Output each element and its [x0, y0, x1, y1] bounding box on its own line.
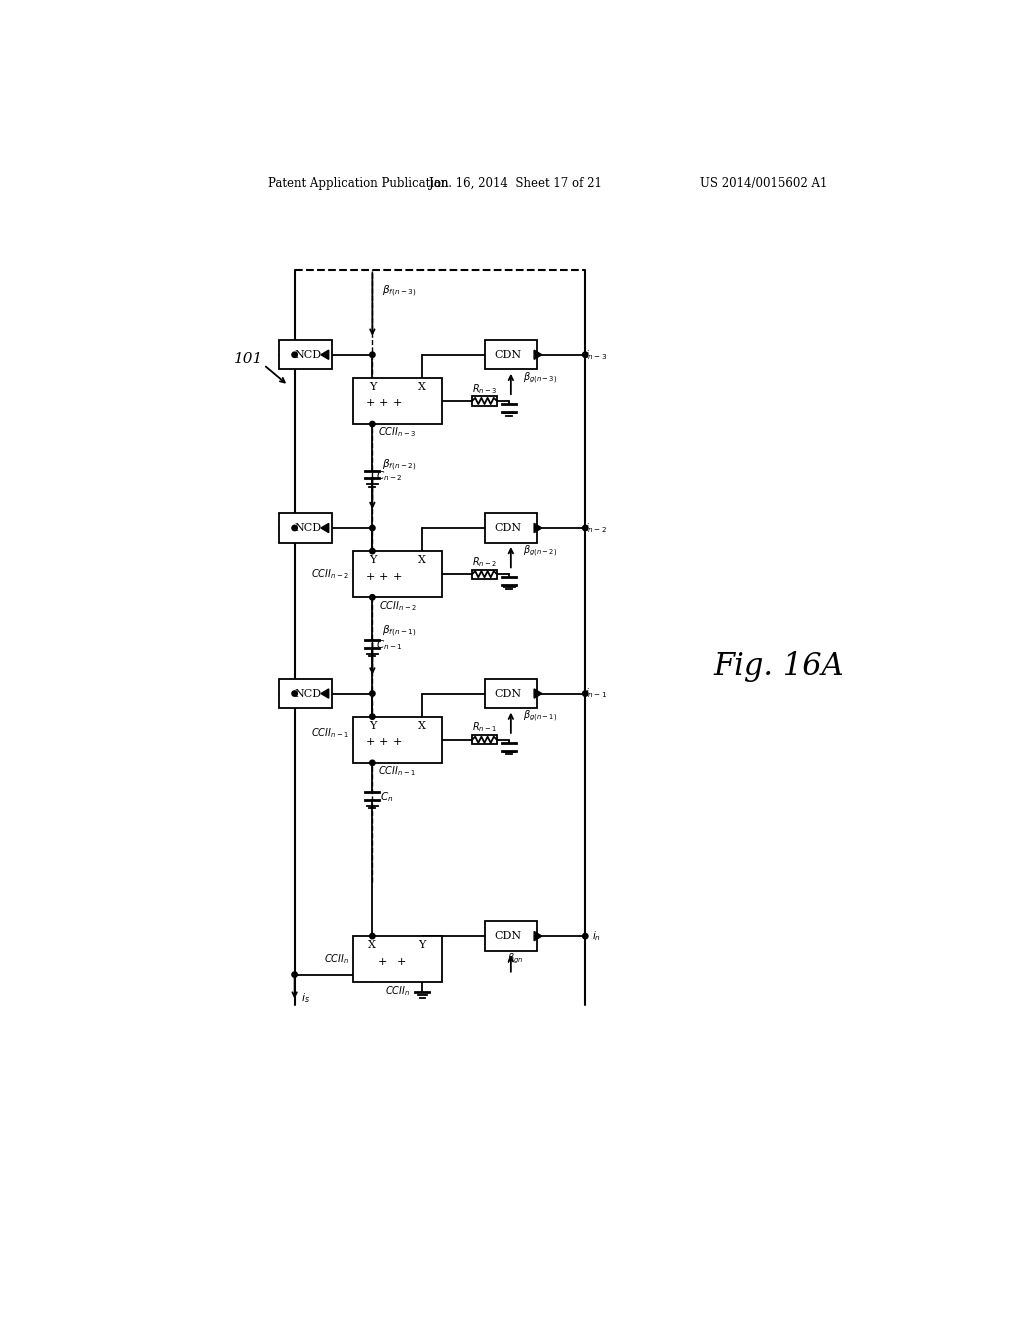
Text: +: +: [378, 957, 387, 966]
Text: US 2014/0015602 A1: US 2014/0015602 A1: [699, 177, 827, 190]
Text: +: +: [379, 572, 389, 582]
Text: $i_{n-3}$: $i_{n-3}$: [585, 348, 607, 362]
Circle shape: [583, 933, 588, 939]
Text: $C_n$: $C_n$: [380, 791, 393, 804]
Circle shape: [583, 352, 588, 358]
Text: Fig. 16A: Fig. 16A: [714, 651, 845, 682]
Circle shape: [370, 690, 375, 696]
Text: CDN: CDN: [495, 350, 521, 360]
Text: $CCII_{n-1}$: $CCII_{n-1}$: [311, 727, 349, 741]
Circle shape: [370, 933, 375, 939]
Circle shape: [370, 548, 375, 554]
Bar: [352, 552, 442, 598]
Text: $CCII_{n-2}$: $CCII_{n-2}$: [379, 599, 416, 612]
Text: Y: Y: [369, 556, 376, 565]
Circle shape: [292, 352, 297, 358]
Circle shape: [370, 352, 375, 358]
Bar: [352, 936, 442, 982]
Text: $C_{n-2}$: $C_{n-2}$: [376, 469, 402, 483]
Circle shape: [370, 525, 375, 531]
Text: X: X: [419, 556, 426, 565]
Text: +: +: [366, 399, 375, 408]
Polygon shape: [535, 524, 542, 533]
Bar: [280, 678, 332, 708]
Text: $\beta_{gn}$: $\beta_{gn}$: [507, 952, 523, 966]
Text: +: +: [397, 957, 407, 966]
Bar: [472, 396, 497, 405]
Circle shape: [370, 714, 375, 719]
Text: $i_{n-2}$: $i_{n-2}$: [585, 521, 607, 535]
Polygon shape: [321, 524, 329, 533]
Polygon shape: [321, 689, 329, 698]
Bar: [484, 921, 538, 950]
Text: $CCII_n$: $CCII_n$: [385, 983, 410, 998]
Text: Y: Y: [369, 381, 376, 392]
Text: X: X: [419, 721, 426, 731]
Circle shape: [583, 690, 588, 696]
Circle shape: [292, 972, 297, 977]
Text: $i_n$: $i_n$: [592, 929, 601, 942]
Text: Y: Y: [369, 721, 376, 731]
Text: NCD: NCD: [294, 523, 322, 533]
Bar: [472, 735, 497, 744]
Text: X: X: [419, 381, 426, 392]
Text: $CCII_{n-2}$: $CCII_{n-2}$: [311, 568, 349, 581]
Text: +: +: [366, 572, 375, 582]
Text: NCD: NCD: [294, 350, 322, 360]
Text: $i_s$: $i_s$: [301, 991, 310, 1005]
Text: CDN: CDN: [495, 931, 521, 941]
Text: NCD: NCD: [294, 689, 322, 698]
Bar: [352, 717, 442, 763]
Polygon shape: [535, 350, 542, 359]
Text: $\beta_{g(n-3)}$: $\beta_{g(n-3)}$: [523, 370, 557, 385]
Text: $CCII_n$: $CCII_n$: [324, 952, 349, 966]
Text: 101: 101: [233, 351, 263, 366]
Text: $\beta_{f(n-3)}$: $\beta_{f(n-3)}$: [382, 284, 417, 300]
Bar: [472, 570, 497, 579]
Text: $R_{n-1}$: $R_{n-1}$: [472, 721, 497, 734]
Text: +: +: [392, 572, 402, 582]
Text: CDN: CDN: [495, 689, 521, 698]
Circle shape: [370, 760, 375, 766]
Text: CDN: CDN: [495, 523, 521, 533]
Text: $\beta_{f(n-1)}$: $\beta_{f(n-1)}$: [382, 623, 417, 639]
Text: +: +: [392, 399, 402, 408]
Polygon shape: [321, 350, 329, 359]
Circle shape: [292, 525, 297, 531]
Circle shape: [583, 525, 588, 531]
Text: $R_{n-3}$: $R_{n-3}$: [472, 381, 497, 396]
Bar: [352, 378, 442, 424]
Text: Y: Y: [419, 940, 426, 950]
Text: $CCII_{n-1}$: $CCII_{n-1}$: [379, 764, 416, 779]
Bar: [484, 678, 538, 708]
Bar: [484, 341, 538, 370]
Circle shape: [370, 421, 375, 426]
Text: +: +: [379, 399, 389, 408]
Text: $CCII_{n-3}$: $CCII_{n-3}$: [379, 425, 416, 440]
Bar: [280, 513, 332, 543]
Polygon shape: [535, 689, 542, 698]
Text: $R_{n-2}$: $R_{n-2}$: [472, 554, 497, 569]
Text: $C_{n-1}$: $C_{n-1}$: [376, 639, 402, 652]
Text: $\beta_{g(n-1)}$: $\beta_{g(n-1)}$: [523, 709, 557, 725]
Text: +: +: [379, 737, 389, 747]
Polygon shape: [535, 932, 542, 941]
Text: $i_{n-1}$: $i_{n-1}$: [585, 686, 607, 701]
Circle shape: [370, 594, 375, 601]
Text: $\beta_{f(n-2)}$: $\beta_{f(n-2)}$: [382, 458, 417, 474]
Text: Patent Application Publication: Patent Application Publication: [267, 177, 449, 190]
Text: +: +: [366, 737, 375, 747]
Text: Jan. 16, 2014  Sheet 17 of 21: Jan. 16, 2014 Sheet 17 of 21: [429, 177, 602, 190]
Text: X: X: [369, 940, 376, 950]
Bar: [280, 341, 332, 370]
Bar: [484, 513, 538, 543]
Text: +: +: [392, 737, 402, 747]
Text: $\beta_{g(n-2)}$: $\beta_{g(n-2)}$: [523, 544, 557, 558]
Circle shape: [292, 690, 297, 696]
